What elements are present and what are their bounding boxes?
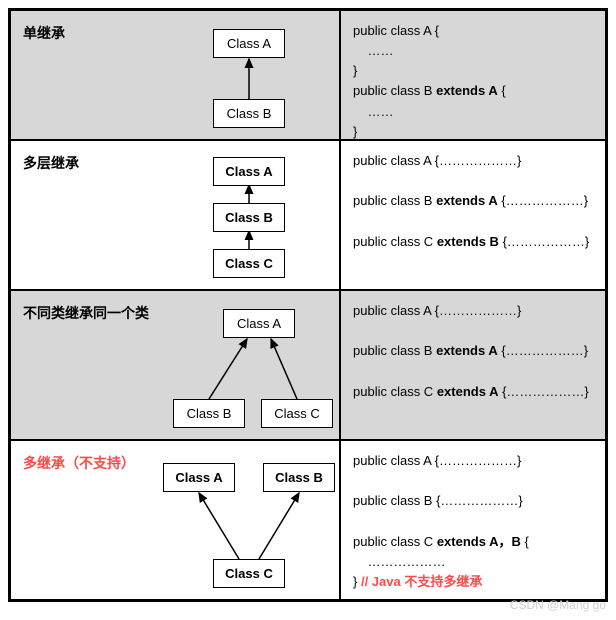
- code-segment: // Java 不支持多继承: [361, 574, 482, 589]
- code-segment: [353, 323, 357, 338]
- diagram: Class AClass BClass C: [23, 301, 327, 429]
- code-line: [353, 171, 593, 191]
- code-segment: ……: [353, 104, 393, 119]
- code-segment: extends A: [436, 193, 498, 208]
- code-line: public class B {………………}: [353, 491, 593, 511]
- code-segment: public class B: [353, 83, 436, 98]
- code-segment: extends A，B: [437, 534, 521, 549]
- diagram-cell-hierarchical: 不同类继承同一个类Class AClass BClass C: [10, 290, 340, 440]
- class-box: Class C: [213, 249, 285, 278]
- code-block: public class A {………………} public class B e…: [353, 301, 593, 402]
- diagram-cell-single: 单继承Class AClass B: [10, 10, 340, 140]
- code-line: public class C extends A，B {: [353, 532, 593, 552]
- diagram-cell-multilevel: 多层继承Class AClass BClass C: [10, 140, 340, 290]
- class-box: Class B: [263, 463, 335, 492]
- code-segment: extends A: [436, 83, 498, 98]
- code-segment: }: [353, 574, 361, 589]
- code-line: public class C extends B {………………}: [353, 232, 593, 252]
- arrow: [271, 339, 297, 399]
- code-segment: }: [353, 63, 357, 78]
- code-line: public class B extends A {………………}: [353, 191, 593, 211]
- class-box: Class C: [213, 559, 285, 588]
- code-segment: ………………: [353, 554, 445, 569]
- code-line: [353, 471, 593, 491]
- class-box: Class A: [223, 309, 295, 338]
- code-segment: extends B: [437, 234, 499, 249]
- code-segment: extends A: [437, 384, 499, 399]
- code-cell-hierarchical: public class A {………………} public class B e…: [340, 290, 606, 440]
- code-segment: ……: [353, 43, 393, 58]
- code-line: public class A {………………}: [353, 451, 593, 471]
- code-cell-single: public class A { ……} public class B exten…: [340, 10, 606, 140]
- diagram-cell-multiple: 多继承（不支持）Class AClass BClass C: [10, 440, 340, 600]
- code-segment: {………………}: [498, 384, 588, 399]
- diagram: Class A Class B Class C: [23, 151, 327, 279]
- code-line: }: [353, 122, 593, 142]
- diagram: Class A Class B: [23, 21, 327, 129]
- code-segment: }: [353, 124, 357, 139]
- code-line: public class B extends A {………………}: [353, 341, 593, 361]
- code-segment: {: [498, 83, 506, 98]
- code-segment: {………………}: [498, 193, 588, 208]
- class-box: Class B: [213, 99, 285, 128]
- code-line: public class A {: [353, 21, 593, 41]
- code-line: [353, 211, 593, 231]
- class-box: Class A: [213, 29, 285, 58]
- code-line: ……: [353, 102, 593, 122]
- code-block: public class A { ……} public class B exten…: [353, 21, 593, 142]
- code-segment: {………………}: [499, 234, 589, 249]
- code-line: ………………: [353, 552, 593, 572]
- code-segment: extends A: [436, 343, 498, 358]
- code-segment: [353, 513, 357, 528]
- code-line: [353, 361, 593, 381]
- arrow: [199, 493, 239, 559]
- code-segment: public class C: [353, 234, 437, 249]
- code-segment: public class A {………………}: [353, 303, 521, 318]
- code-line: }: [353, 61, 593, 81]
- code-segment: [353, 363, 357, 378]
- class-box: Class A: [213, 157, 285, 186]
- watermark: CSDN @Mang go: [510, 598, 606, 612]
- code-line: public class A {………………}: [353, 301, 593, 321]
- code-line: } // Java 不支持多继承: [353, 572, 593, 592]
- code-segment: public class C: [353, 384, 437, 399]
- code-line: [353, 511, 593, 531]
- code-block: public class A {………………} public class B {…: [353, 451, 593, 592]
- code-segment: {: [521, 534, 529, 549]
- arrow: [259, 493, 299, 559]
- code-cell-multiple: public class A {………………} public class B {…: [340, 440, 606, 600]
- inheritance-table: 单继承Class AClass Bpublic class A { ……}pub…: [8, 8, 608, 602]
- arrow: [209, 339, 247, 399]
- class-box: Class C: [261, 399, 333, 428]
- class-box: Class B: [173, 399, 245, 428]
- code-segment: [353, 473, 357, 488]
- code-block: public class A {………………} public class B e…: [353, 151, 593, 252]
- code-segment: public class B {………………}: [353, 493, 523, 508]
- class-box: Class A: [163, 463, 235, 492]
- code-line: [353, 321, 593, 341]
- code-segment: [353, 213, 357, 228]
- code-cell-multilevel: public class A {………………} public class B e…: [340, 140, 606, 290]
- code-segment: public class A {: [353, 23, 439, 38]
- code-segment: {………………}: [498, 343, 588, 358]
- code-segment: public class B: [353, 193, 436, 208]
- diagram: Class AClass BClass C: [23, 451, 327, 589]
- code-segment: public class A {………………}: [353, 153, 521, 168]
- code-line: ……: [353, 41, 593, 61]
- class-box: Class B: [213, 203, 285, 232]
- code-line: public class C extends A {………………}: [353, 382, 593, 402]
- code-segment: public class B: [353, 343, 436, 358]
- code-segment: public class C: [353, 534, 437, 549]
- code-segment: [353, 173, 357, 188]
- code-line: public class B extends A {: [353, 81, 593, 101]
- code-segment: public class A {………………}: [353, 453, 521, 468]
- code-line: public class A {………………}: [353, 151, 593, 171]
